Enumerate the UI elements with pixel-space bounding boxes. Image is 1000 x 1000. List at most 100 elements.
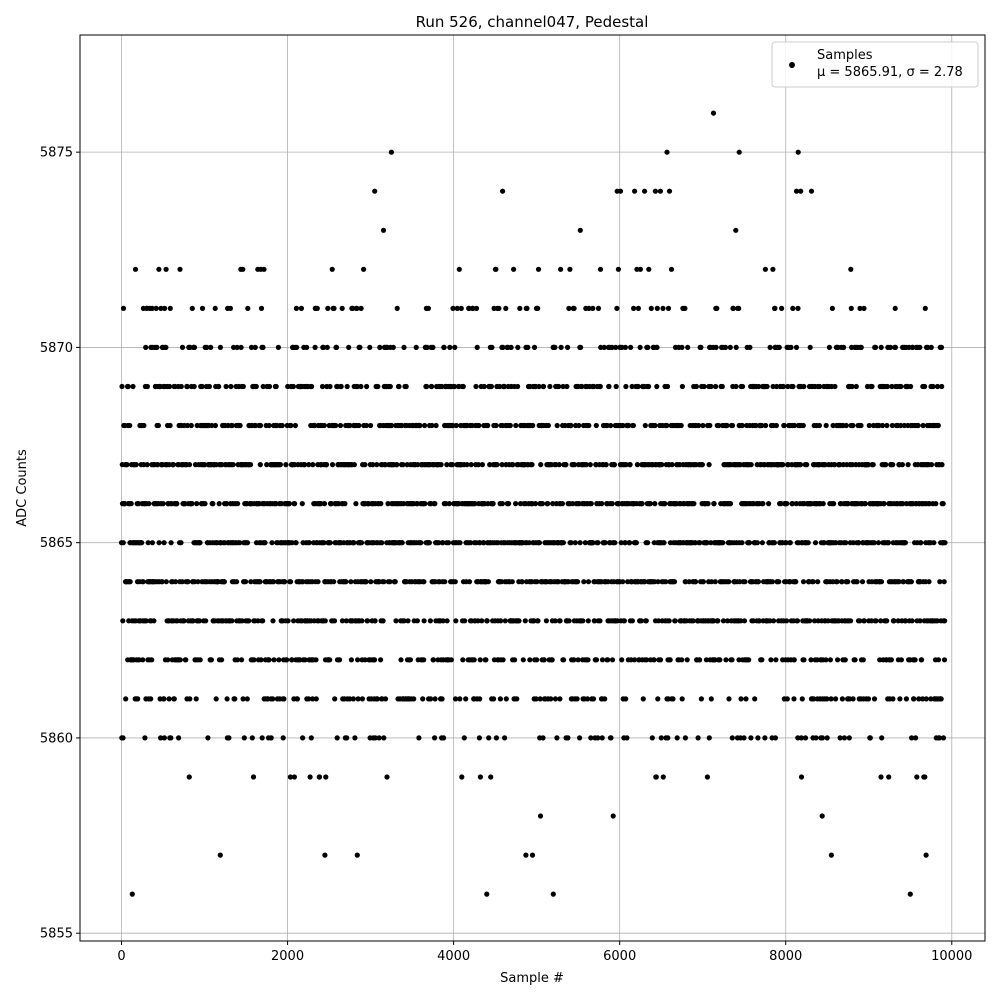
sample-point [151, 618, 157, 624]
sample-point [347, 696, 353, 702]
sample-point [245, 305, 251, 311]
sample-point [193, 696, 199, 702]
sample-point [665, 305, 672, 311]
outlier-point [617, 188, 624, 194]
sample-point [580, 618, 586, 624]
sample-point [486, 735, 492, 741]
sample-point [327, 657, 333, 663]
legend-label: Samples [817, 48, 873, 63]
sample-point [163, 579, 169, 585]
sample-point [609, 501, 615, 507]
sample-point [343, 579, 349, 585]
sample-point [479, 618, 485, 624]
sample-point [914, 774, 920, 780]
sample-point [459, 774, 465, 780]
sample-point [773, 422, 780, 429]
sample-point [941, 657, 948, 663]
sample-point [120, 618, 126, 624]
sample-point [322, 618, 328, 624]
sample-point [848, 266, 854, 272]
sample-point [302, 657, 308, 663]
sample-point [299, 501, 305, 507]
sample-point [719, 383, 725, 390]
sample-point [313, 696, 319, 702]
sample-point [493, 422, 499, 429]
sample-point [141, 422, 147, 429]
sample-point [555, 579, 562, 585]
sample-point [206, 383, 212, 390]
sample-point [622, 344, 629, 350]
sample-point [776, 344, 782, 350]
sample-point [331, 579, 337, 585]
sample-point [726, 696, 732, 702]
sample-point [502, 735, 508, 741]
sample-point [770, 266, 776, 272]
sample-point [845, 501, 851, 507]
sample-point [698, 344, 704, 350]
sample-point [767, 618, 773, 624]
sample-point [440, 540, 446, 546]
sample-point [711, 501, 717, 507]
sample-point [706, 735, 712, 741]
sample-point [240, 383, 246, 390]
sample-point [839, 696, 846, 702]
sample-point [623, 462, 629, 468]
sample-point [257, 462, 263, 468]
sample-point [788, 344, 794, 350]
sample-point [476, 422, 482, 429]
sample-point [249, 735, 255, 741]
sample-point [161, 540, 167, 546]
sample-point [682, 305, 688, 311]
sample-point [293, 305, 299, 311]
sample-point [429, 422, 435, 429]
sample-point [784, 501, 790, 507]
sample-point [827, 657, 834, 663]
sample-point [291, 774, 297, 780]
sample-point [807, 344, 813, 350]
sample-point [321, 540, 327, 546]
sample-point [155, 422, 161, 429]
sample-point [390, 344, 396, 350]
sample-point [368, 422, 374, 429]
sample-point [266, 657, 272, 663]
sample-point [363, 579, 369, 585]
sample-point [502, 618, 508, 624]
sample-point [426, 540, 432, 546]
sample-point [704, 540, 710, 546]
sample-point [733, 383, 739, 390]
sample-point [871, 696, 878, 702]
sample-point [911, 696, 917, 702]
sample-point [812, 540, 819, 546]
sample-point [421, 657, 427, 663]
sample-point [917, 618, 923, 624]
sample-point [535, 618, 541, 624]
sample-point [140, 579, 146, 585]
sample-point [273, 383, 279, 390]
sample-point [556, 462, 562, 468]
sample-point [208, 657, 214, 663]
sample-point [926, 579, 932, 585]
sample-point [613, 344, 619, 350]
sample-point [241, 735, 247, 741]
sample-point [519, 579, 525, 585]
x-tick-label: 0 [117, 949, 125, 964]
sample-point [314, 305, 320, 311]
sample-point [566, 305, 572, 311]
sample-point [609, 344, 615, 350]
sample-point [161, 696, 167, 702]
sample-point [208, 344, 214, 350]
sample-point [918, 540, 924, 546]
sample-point [890, 696, 896, 702]
sample-point [923, 696, 929, 702]
sample-point [266, 383, 273, 390]
sample-point [850, 696, 856, 702]
sample-point [471, 657, 477, 663]
sample-point [355, 696, 361, 702]
sample-point [842, 657, 848, 663]
sample-point [543, 618, 550, 624]
sample-point [545, 501, 551, 507]
x-tick-label: 2000 [271, 949, 304, 964]
sample-point [841, 344, 847, 350]
sample-point [503, 696, 509, 702]
sample-point [339, 305, 345, 311]
